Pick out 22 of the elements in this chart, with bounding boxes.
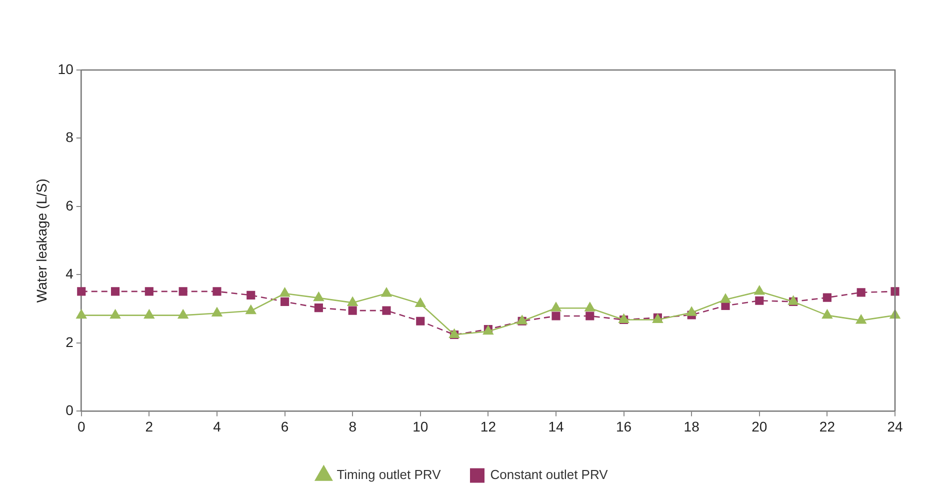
x-tick-label: 18 — [684, 418, 700, 434]
legend-label: Constant outlet PRV — [490, 467, 608, 482]
y-tick-label: 2 — [66, 334, 74, 350]
x-tick-label: 24 — [887, 418, 903, 434]
x-tick-label: 10 — [412, 418, 428, 434]
x-tick-label: 0 — [77, 418, 86, 434]
y-axis-title: Water leakage (L/S) — [33, 178, 50, 303]
x-tick-label: 22 — [819, 418, 836, 434]
x-tick-label: 2 — [145, 418, 154, 434]
x-tick-label: 4 — [213, 418, 222, 434]
x-tick-label: 6 — [280, 418, 289, 434]
legend-label: Timing outlet PRV — [336, 467, 442, 482]
x-tick-label: 14 — [548, 418, 564, 434]
x-tick-label: 16 — [616, 418, 632, 434]
y-tick-label: 10 — [58, 60, 74, 77]
x-tick-label: 12 — [480, 418, 496, 434]
y-tick-label: 4 — [66, 266, 74, 282]
y-tick-label: 8 — [66, 129, 74, 146]
x-tick-label: 20 — [752, 418, 768, 434]
x-tick-label: 8 — [348, 418, 357, 434]
y-tick-label: 6 — [66, 197, 74, 214]
y-tick-label: 0 — [66, 402, 74, 418]
